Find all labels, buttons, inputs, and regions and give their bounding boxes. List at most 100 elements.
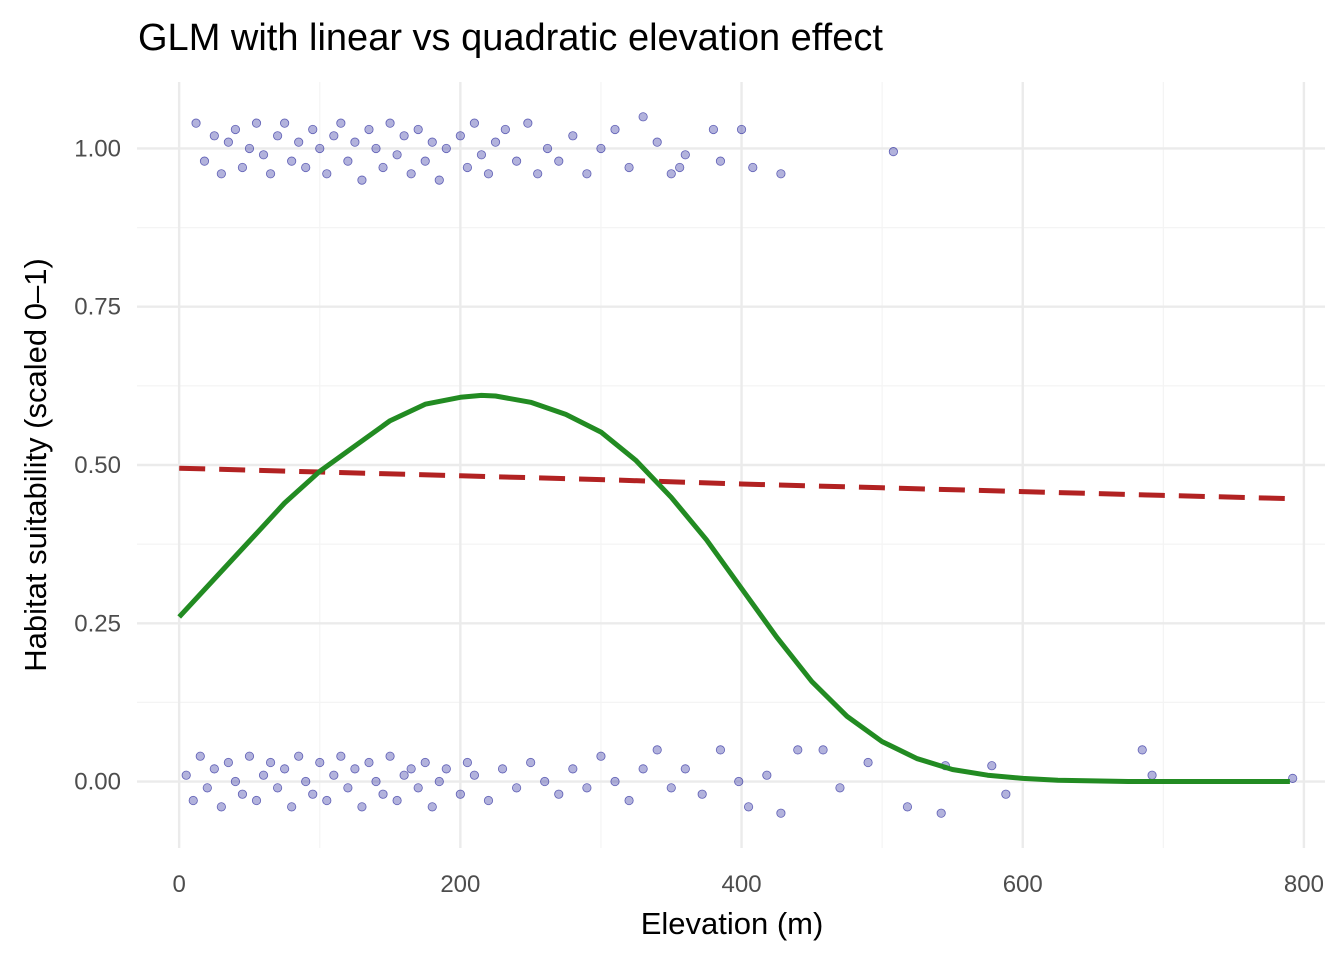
data-point — [476, 150, 487, 160]
quadratic-model-line — [177, 392, 1290, 784]
data-point — [315, 757, 325, 768]
data-point — [209, 131, 219, 141]
data-point — [734, 776, 744, 787]
data-point — [385, 751, 395, 761]
data-point — [378, 162, 388, 173]
data-point — [680, 764, 690, 774]
data-point — [455, 789, 465, 799]
y-tick-label: 1.00 — [74, 135, 121, 162]
data-point — [462, 162, 472, 173]
data-point — [1147, 770, 1157, 780]
data-point — [540, 776, 550, 787]
data-point — [743, 802, 754, 812]
data-point — [736, 124, 747, 135]
data-point — [582, 783, 592, 793]
data-point — [280, 764, 290, 774]
x-tick-label: 0 — [172, 871, 185, 898]
data-point — [748, 162, 758, 173]
data-point — [427, 137, 437, 147]
data-point — [568, 131, 578, 141]
linear-model-line — [179, 465, 1290, 502]
data-point — [420, 156, 430, 166]
data-point — [371, 776, 381, 787]
data-point — [434, 776, 444, 787]
data-point — [265, 169, 276, 179]
model-lines — [177, 392, 1290, 784]
data-point — [483, 169, 494, 179]
data-point — [582, 169, 592, 179]
data-point — [251, 795, 262, 806]
data-point — [835, 783, 845, 793]
x-tick-label: 600 — [1003, 871, 1043, 898]
y-tick-label: 0.00 — [74, 769, 121, 796]
data-point — [308, 124, 318, 135]
data-point — [230, 776, 241, 787]
data-point — [280, 118, 290, 128]
data-point — [216, 802, 226, 812]
data-point — [793, 745, 803, 755]
data-point — [526, 757, 536, 768]
data-point — [610, 124, 620, 135]
data-point — [568, 764, 578, 774]
data-point — [223, 757, 233, 768]
data-point — [336, 751, 346, 761]
data-point — [287, 156, 297, 166]
data-point — [322, 169, 332, 179]
data-point — [708, 124, 719, 135]
data-point — [188, 795, 198, 806]
data-point — [357, 802, 367, 812]
data-point — [762, 770, 772, 780]
x-axis-label: Elevation (m) — [641, 906, 824, 941]
data-point — [818, 745, 828, 755]
data-point — [554, 156, 564, 166]
data-point — [863, 757, 873, 768]
data-point — [427, 802, 437, 812]
data-point — [301, 776, 311, 787]
data-point — [624, 795, 634, 806]
data-point — [490, 137, 501, 147]
data-point — [230, 124, 241, 135]
data-point — [638, 112, 648, 122]
data-point — [308, 789, 318, 799]
data-point — [511, 156, 522, 166]
data-point — [315, 143, 325, 154]
y-tick-label: 0.50 — [74, 452, 121, 479]
data-point — [329, 770, 339, 780]
data-point — [441, 764, 451, 774]
data-point — [287, 802, 297, 812]
data-point — [350, 137, 360, 147]
data-point — [191, 118, 201, 128]
data-point — [542, 143, 553, 154]
y-tick-label: 0.25 — [74, 610, 121, 637]
data-point — [272, 783, 283, 793]
data-point — [420, 757, 430, 768]
data-point — [350, 764, 360, 774]
data-point — [697, 789, 707, 799]
data-point — [343, 783, 353, 793]
data-point — [715, 745, 726, 755]
data-point — [399, 131, 409, 141]
data-point — [216, 169, 226, 179]
data-point — [294, 137, 304, 147]
data-point — [258, 150, 269, 160]
data-point — [675, 162, 685, 173]
major-gridlines — [137, 82, 1325, 848]
data-point — [469, 118, 480, 128]
x-tick-label: 200 — [440, 871, 480, 898]
data-point — [469, 770, 480, 780]
minor-gridlines — [137, 82, 1325, 848]
data-point — [357, 175, 367, 185]
data-point — [322, 795, 332, 806]
scatter-points — [181, 112, 1298, 818]
data-point — [652, 137, 662, 147]
data-point — [413, 124, 423, 135]
data-point — [202, 783, 212, 793]
data-point — [364, 757, 374, 768]
data-point — [199, 156, 210, 166]
x-tick-label: 800 — [1284, 871, 1324, 898]
data-point — [1288, 773, 1298, 783]
data-point — [329, 131, 339, 141]
data-point — [652, 745, 662, 755]
y-tick-label: 0.75 — [74, 294, 121, 321]
data-point — [413, 783, 423, 793]
